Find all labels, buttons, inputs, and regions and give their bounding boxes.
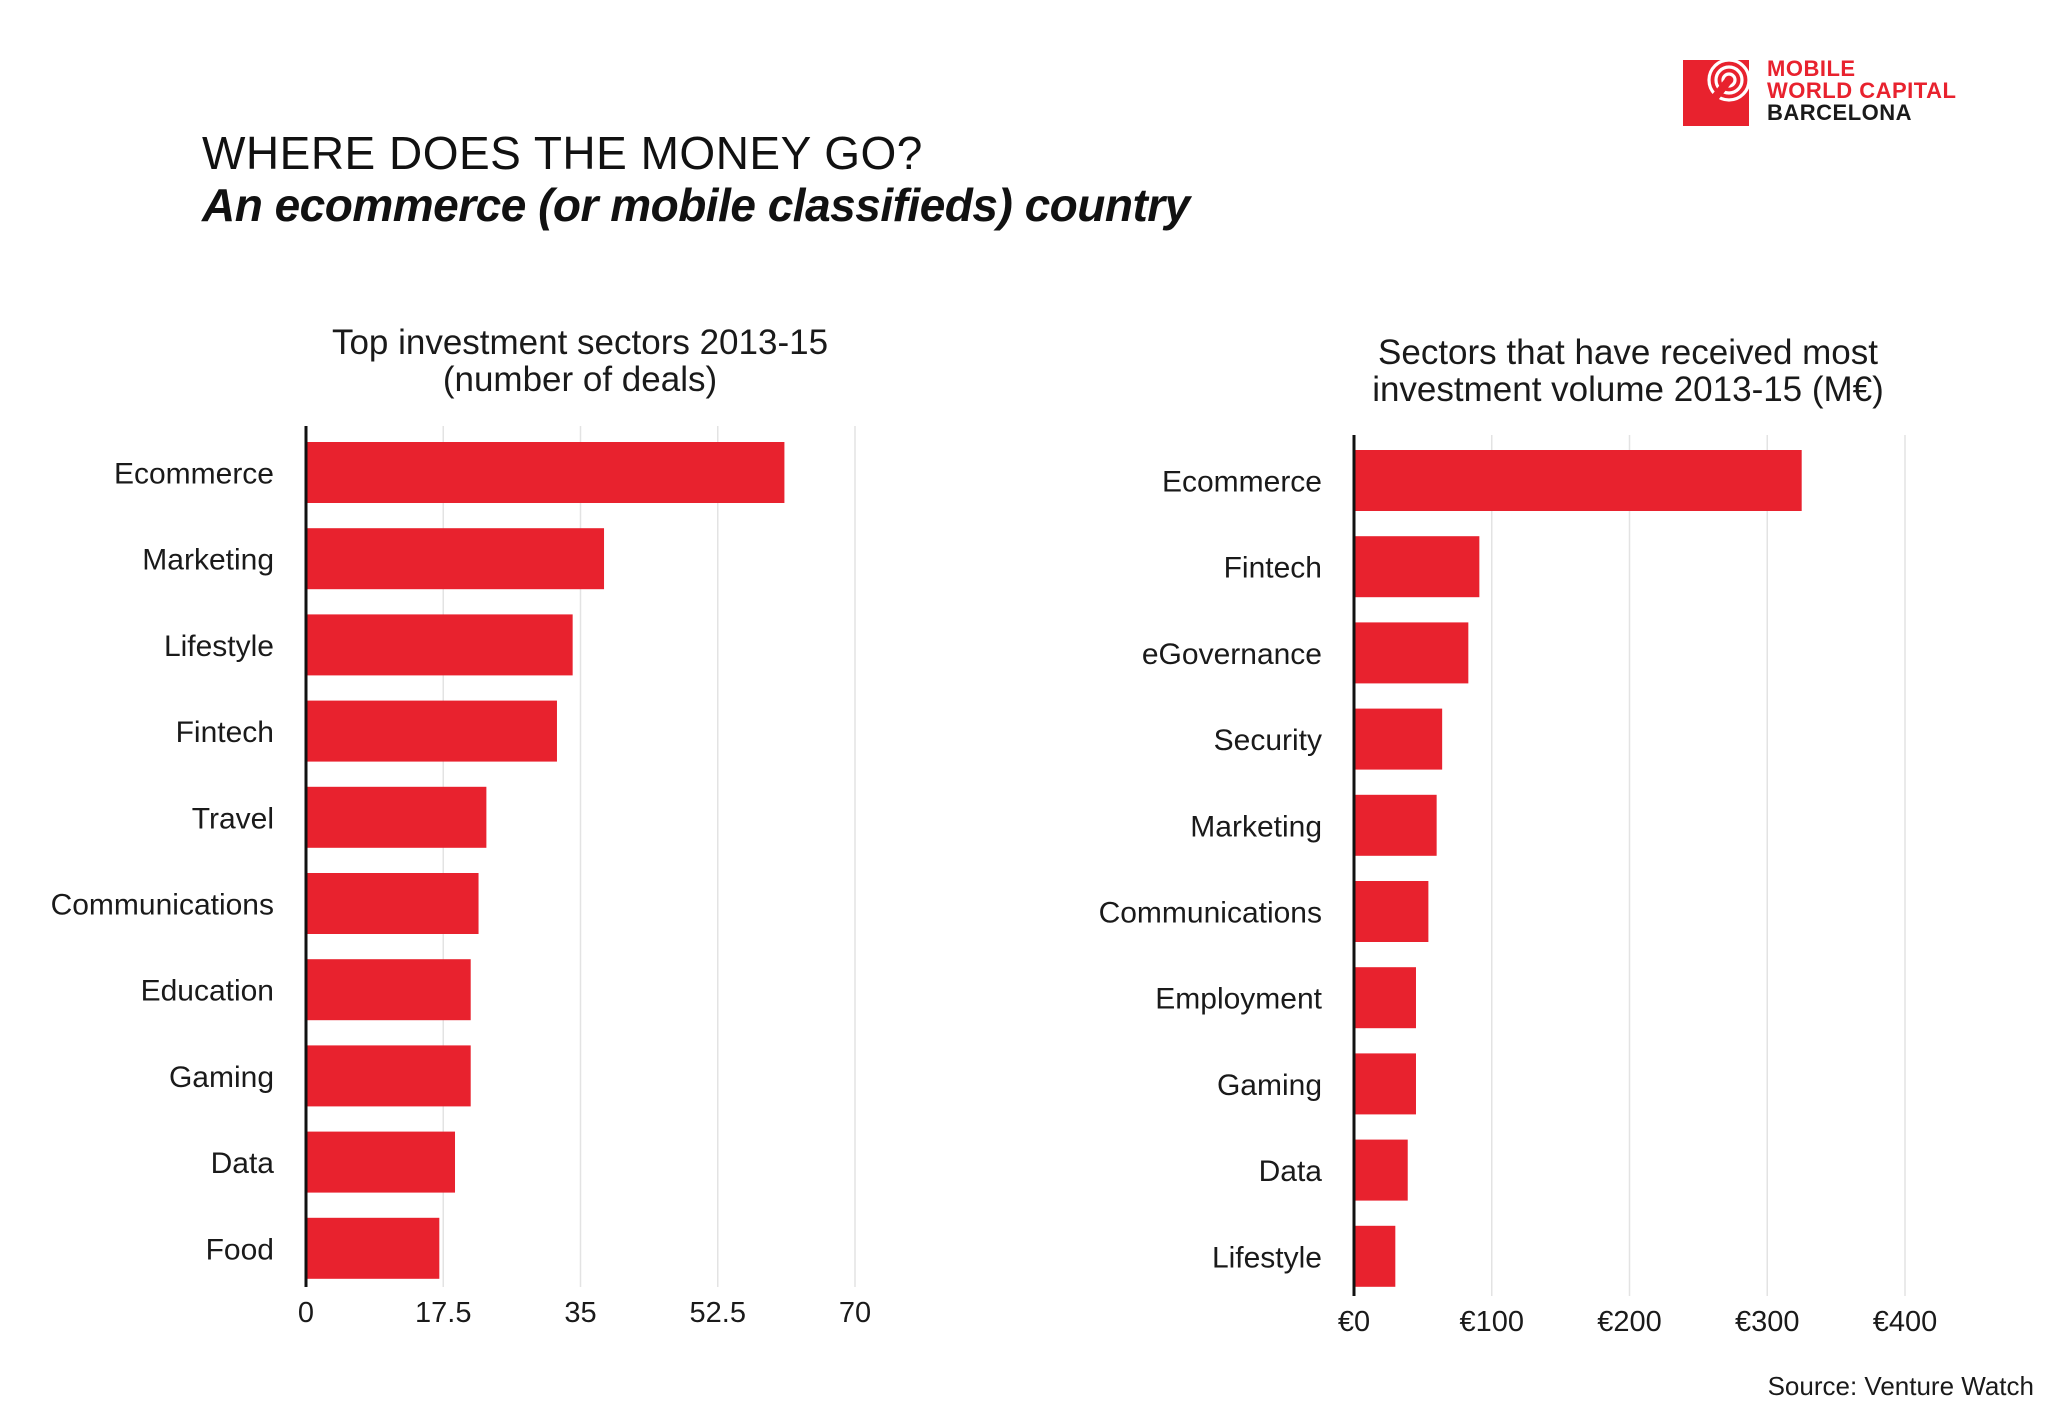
category-label: Travel bbox=[192, 802, 274, 835]
category-label: Food bbox=[206, 1233, 274, 1266]
bar-egovernance bbox=[1354, 622, 1469, 684]
category-label: Data bbox=[1259, 1155, 1323, 1188]
bar-communications bbox=[306, 873, 479, 934]
page-subtitle: An ecommerce (or mobile classifieds) cou… bbox=[202, 179, 1190, 231]
x-tick-label: 17.5 bbox=[415, 1297, 471, 1329]
bar-employment bbox=[1354, 967, 1416, 1029]
bar-data bbox=[1354, 1139, 1408, 1201]
x-tick-label: 70 bbox=[839, 1297, 871, 1329]
chart-subtitle: (number of deals) bbox=[443, 360, 717, 399]
category-label: Gaming bbox=[1217, 1069, 1322, 1102]
category-label: Communications bbox=[51, 889, 274, 922]
category-label: Marketing bbox=[142, 544, 274, 577]
category-label: Lifestyle bbox=[1212, 1241, 1322, 1274]
x-tick-label: €200 bbox=[1597, 1306, 1662, 1338]
category-label: Lifestyle bbox=[164, 630, 274, 663]
bar-security bbox=[1354, 708, 1443, 770]
page-title: WHERE DOES THE MONEY GO? bbox=[202, 127, 923, 179]
category-label: Ecommerce bbox=[1162, 466, 1322, 499]
category-label: Ecommerce bbox=[114, 458, 274, 491]
chart-subtitle: investment volume 2013-15 (M€) bbox=[1372, 370, 1884, 409]
category-label: Gaming bbox=[169, 1061, 274, 1094]
logo-text-line2: WORLD CAPITAL bbox=[1767, 78, 1957, 103]
x-tick-label: 0 bbox=[298, 1297, 314, 1329]
x-tick-label: 35 bbox=[564, 1297, 596, 1329]
logo-text-line1: MOBILE bbox=[1767, 56, 1856, 81]
bar-lifestyle bbox=[1354, 1225, 1396, 1287]
bar-gaming bbox=[1354, 1053, 1416, 1115]
bar-gaming bbox=[306, 1045, 471, 1107]
bar-marketing bbox=[306, 528, 605, 590]
bar-marketing bbox=[1354, 794, 1437, 856]
category-label: Data bbox=[211, 1147, 275, 1180]
bar-education bbox=[306, 959, 471, 1021]
x-tick-label: €100 bbox=[1459, 1306, 1524, 1338]
bar-travel bbox=[306, 786, 487, 848]
category-label: Security bbox=[1214, 724, 1322, 757]
bar-lifestyle bbox=[306, 614, 573, 676]
x-tick-label: €300 bbox=[1735, 1306, 1800, 1338]
bar-communications bbox=[1354, 881, 1429, 942]
bar-ecommerce bbox=[306, 442, 785, 503]
category-label: Education bbox=[141, 975, 274, 1008]
brand-logo: MOBILE WORLD CAPITAL BARCELONA bbox=[1683, 58, 1983, 128]
category-label: Fintech bbox=[1224, 552, 1322, 585]
x-tick-label: €400 bbox=[1873, 1306, 1938, 1338]
bar-food bbox=[306, 1217, 440, 1279]
category-label: eGovernance bbox=[1142, 638, 1322, 671]
source-note: Source: Venture Watch bbox=[1767, 1371, 2034, 1401]
category-label: Fintech bbox=[176, 716, 274, 749]
concentric-rings-icon bbox=[1683, 60, 1749, 126]
bar-fintech bbox=[306, 700, 557, 762]
x-tick-label: €0 bbox=[1338, 1306, 1370, 1338]
bar-data bbox=[306, 1131, 456, 1193]
bar-ecommerce bbox=[1354, 450, 1802, 511]
x-tick-label: 52.5 bbox=[690, 1297, 746, 1329]
category-label: Employment bbox=[1155, 983, 1322, 1016]
chart-title: Sectors that have received most bbox=[1378, 333, 1878, 372]
chart-title: Top investment sectors 2013-15 bbox=[332, 323, 828, 362]
category-label: Communications bbox=[1099, 897, 1322, 930]
category-label: Marketing bbox=[1190, 810, 1322, 843]
bar-fintech bbox=[1354, 536, 1480, 598]
logo-text-line3: BARCELONA bbox=[1767, 100, 1913, 125]
